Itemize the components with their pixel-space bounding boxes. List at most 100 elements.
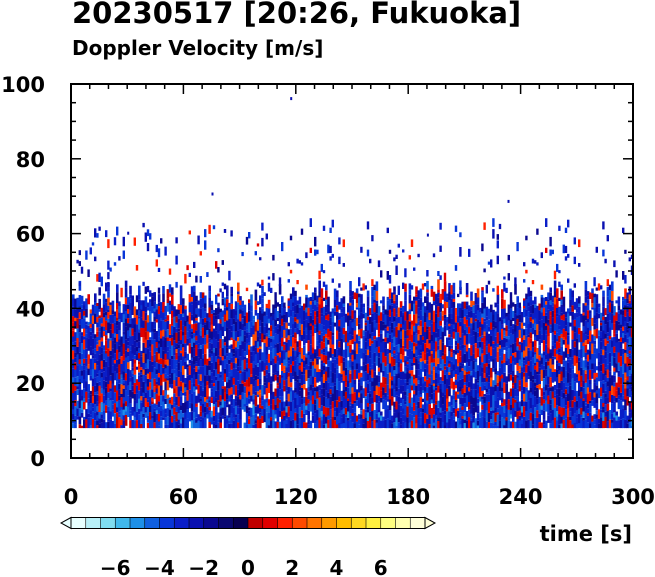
heatmap-cell xyxy=(540,252,543,259)
heatmap-cell xyxy=(298,329,302,337)
heatmap-cell xyxy=(208,412,211,422)
heatmap-cell xyxy=(111,300,115,311)
heatmap-cell xyxy=(168,403,172,410)
heatmap-cell xyxy=(201,327,205,338)
heatmap-cell xyxy=(358,424,361,428)
heatmap-cell xyxy=(384,328,387,338)
heatmap-cell xyxy=(197,384,200,394)
heatmap-cell xyxy=(254,375,258,381)
heatmap-cell xyxy=(127,368,130,379)
heatmap-cell xyxy=(210,417,214,425)
heatmap-cell xyxy=(285,379,288,391)
heatmap-cell xyxy=(221,317,225,327)
heatmap-cell xyxy=(578,423,581,428)
heatmap-cell xyxy=(608,352,612,363)
heatmap-cell xyxy=(298,369,302,380)
heatmap-cell xyxy=(569,299,572,308)
heatmap-cell xyxy=(373,410,376,420)
heatmap-cell xyxy=(342,370,346,381)
heatmap-cell xyxy=(529,321,533,325)
heatmap-cell xyxy=(448,367,451,373)
heatmap-cell xyxy=(595,390,599,394)
heatmap-cell xyxy=(575,345,579,357)
heatmap-cell xyxy=(344,414,348,418)
heatmap-cell xyxy=(223,307,227,315)
heatmap-cell xyxy=(371,353,374,365)
heatmap-cell xyxy=(558,270,561,274)
heatmap-cell xyxy=(336,296,339,306)
heatmap-cell xyxy=(197,331,200,338)
heatmap-cell xyxy=(140,400,143,403)
heatmap-cell xyxy=(575,377,579,381)
heatmap-cell xyxy=(325,312,328,316)
heatmap-cell xyxy=(162,320,165,330)
heatmap-cell xyxy=(149,360,152,372)
heatmap-cell xyxy=(314,358,317,369)
heatmap-cell xyxy=(298,365,302,370)
heatmap-cell xyxy=(545,312,548,316)
heatmap-cell xyxy=(428,383,431,387)
heatmap-cell xyxy=(276,408,280,418)
heatmap-cell xyxy=(547,395,550,405)
heatmap-cell xyxy=(355,307,359,310)
heatmap-cell xyxy=(520,337,524,343)
heatmap-cell xyxy=(146,359,150,369)
heatmap-cell xyxy=(80,308,84,320)
heatmap-cell xyxy=(366,355,370,364)
heatmap-cell xyxy=(283,385,286,392)
heatmap-cell xyxy=(404,300,407,312)
heatmap-cell xyxy=(140,372,143,375)
heatmap-cell xyxy=(492,410,495,414)
heatmap-cell xyxy=(397,341,401,344)
heatmap-cell xyxy=(371,403,374,412)
heatmap-cell xyxy=(190,304,194,315)
heatmap-cell xyxy=(298,354,302,363)
heatmap-cell xyxy=(600,349,603,355)
heatmap-cell xyxy=(164,378,167,382)
heatmap-cell xyxy=(549,287,552,293)
heatmap-cell xyxy=(439,414,442,418)
heatmap-cell xyxy=(129,285,132,294)
heatmap-cell xyxy=(120,364,123,375)
heatmap-cell xyxy=(564,409,568,419)
heatmap-cell xyxy=(472,360,475,370)
heatmap-cell xyxy=(283,344,286,351)
heatmap-cell xyxy=(402,340,405,346)
heatmap-cell xyxy=(100,369,104,373)
heatmap-cell xyxy=(226,299,229,307)
heatmap-cell xyxy=(589,384,592,392)
heatmap-cell xyxy=(509,333,513,345)
heatmap-cell xyxy=(558,365,561,371)
heatmap-cell xyxy=(109,388,112,392)
heatmap-cell xyxy=(230,405,233,414)
heatmap-cell xyxy=(118,372,121,380)
heatmap-cell xyxy=(551,420,555,429)
heatmap-cell xyxy=(430,341,434,351)
heatmap-cell xyxy=(276,343,280,353)
heatmap-cell xyxy=(307,340,310,352)
heatmap-cell xyxy=(624,305,627,310)
heatmap-cell xyxy=(516,337,519,347)
heatmap-cell xyxy=(553,397,557,408)
heatmap-cell xyxy=(274,414,277,419)
heatmap-cell xyxy=(386,300,390,311)
heatmap-cell xyxy=(518,415,522,421)
heatmap-cell xyxy=(296,419,299,425)
heatmap-cell xyxy=(461,363,464,369)
heatmap-cell xyxy=(184,309,187,321)
heatmap-cell xyxy=(393,327,396,337)
heatmap-cell xyxy=(397,323,401,331)
heatmap-cell xyxy=(428,414,431,424)
heatmap-cell xyxy=(516,242,519,252)
heatmap-cell xyxy=(199,348,203,360)
heatmap-cell xyxy=(470,418,473,421)
heatmap-cell xyxy=(113,423,117,429)
heatmap-cell xyxy=(254,391,258,396)
heatmap-cell xyxy=(582,400,585,412)
heatmap-cell xyxy=(338,401,341,409)
heatmap-cell xyxy=(124,304,128,311)
heatmap-cell xyxy=(109,338,112,341)
heatmap-cell xyxy=(173,359,176,370)
heatmap-cell xyxy=(386,405,390,409)
heatmap-cell xyxy=(292,419,295,429)
